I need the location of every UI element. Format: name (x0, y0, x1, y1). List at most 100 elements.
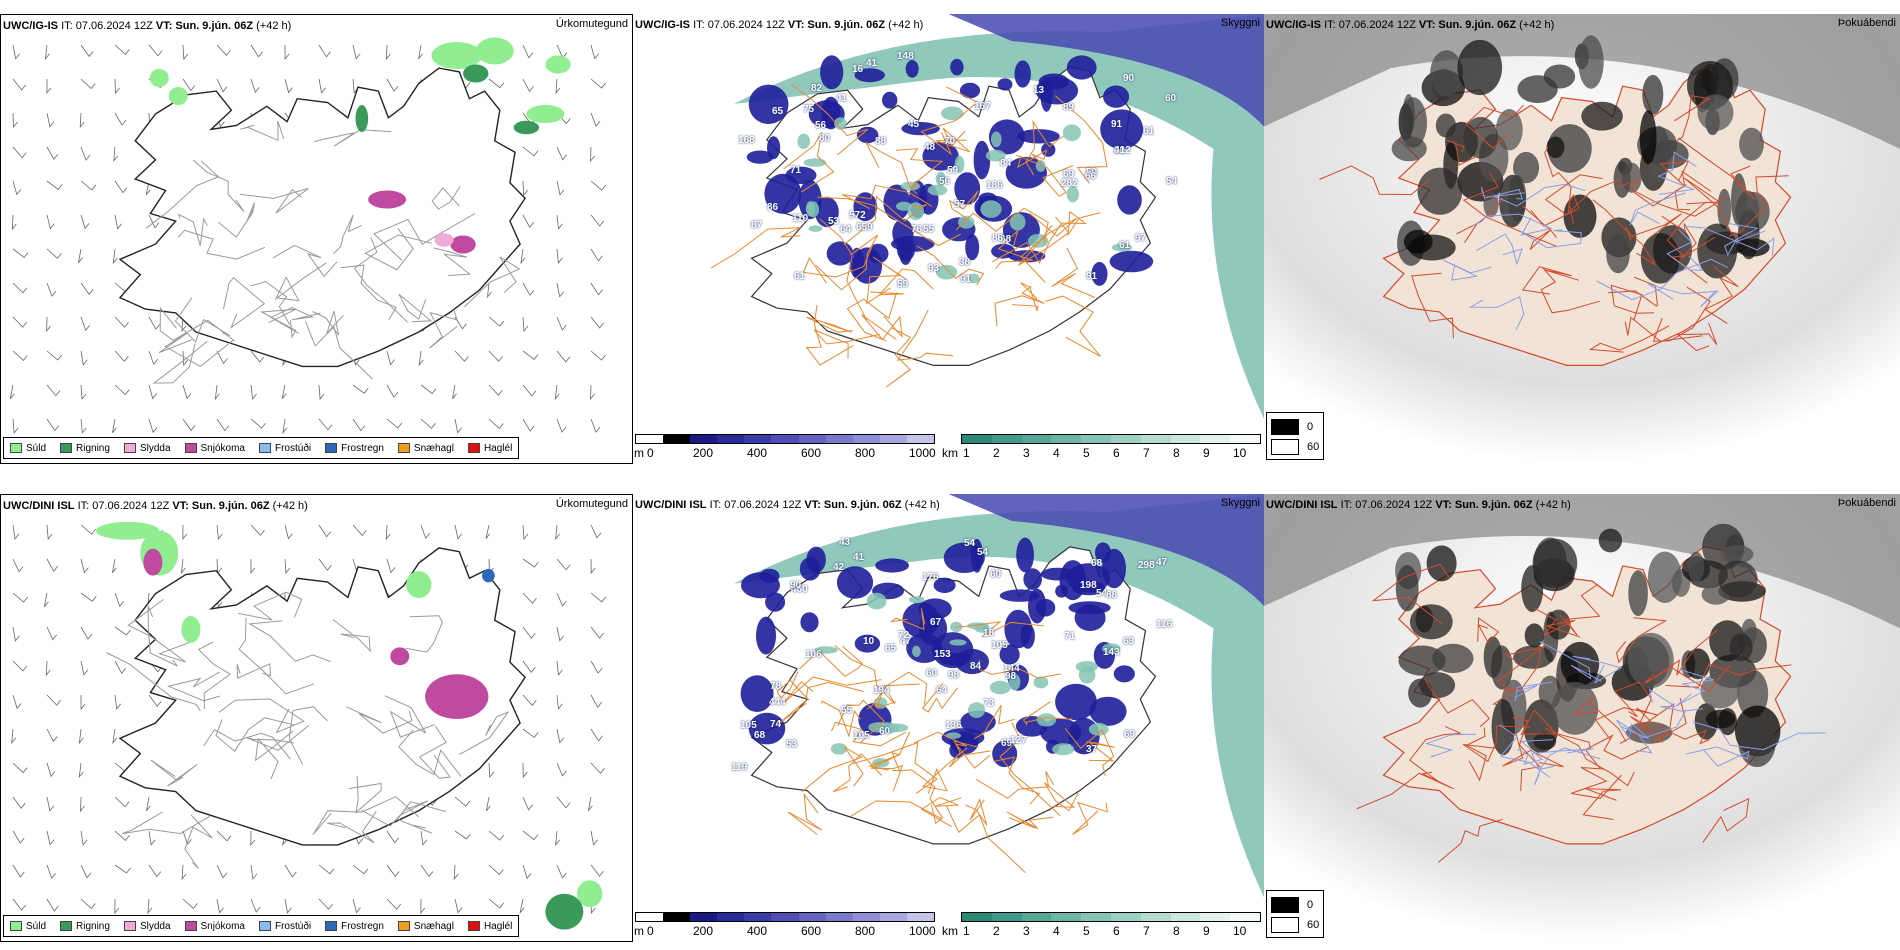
wind-barb (284, 524, 293, 540)
wind-barb (385, 44, 391, 61)
road-line (992, 223, 1062, 264)
wind-barb (46, 248, 62, 259)
cloud-base-tick: 0 (647, 446, 654, 460)
road-line (1616, 617, 1668, 664)
road-line (974, 705, 1015, 740)
wind-barb (216, 44, 231, 57)
cloud-base-cell (1089, 696, 1127, 726)
wind-barb (114, 592, 125, 608)
colorbar-step (717, 913, 745, 921)
visibility-value-label: 60 (879, 726, 891, 737)
road-line (431, 186, 461, 210)
visibility-cell (985, 149, 1006, 162)
road-line (177, 213, 208, 246)
road-line (236, 663, 272, 679)
legend-swatch (258, 443, 271, 453)
wind-barb (113, 146, 119, 163)
cloud-base-area (948, 14, 1264, 127)
visibility-value-label: 54 (1096, 588, 1108, 599)
wind-barb (590, 282, 603, 296)
wind-barb (418, 350, 424, 367)
visibility-value-label: 76 (911, 224, 923, 235)
river-line (1692, 721, 1827, 751)
road-line (821, 700, 861, 738)
road-line (1702, 797, 1750, 843)
wind-barb (556, 350, 571, 363)
wind-barb (12, 350, 28, 361)
wind-barb (454, 796, 471, 807)
visibility-value-label: 80 (819, 133, 831, 144)
wind-barb (114, 898, 120, 915)
road-line (890, 608, 926, 631)
cloud-base-cell (883, 184, 910, 221)
visibility-cell (954, 155, 965, 173)
visibility-value-label: 444 (769, 697, 786, 708)
wind-barb (318, 558, 332, 571)
visibility-panel-row1: UWC/IG-IS IT: 07.06.2024 12Z VT: Sun. 9.… (633, 14, 1264, 464)
visibility-value-label: 69 (1001, 738, 1013, 749)
legend-item: Rigning (60, 921, 110, 932)
legend-label: Snjókoma (200, 442, 245, 454)
river-line (1514, 681, 1553, 702)
wind-barb (522, 78, 534, 93)
wind-barb (522, 762, 528, 779)
wind-barb (112, 418, 117, 434)
road-line (152, 340, 208, 384)
wind-barb (284, 558, 291, 575)
road-line (332, 619, 371, 653)
wind-barb (590, 524, 602, 539)
wind-barb (590, 384, 595, 401)
river-line (1724, 223, 1766, 257)
colorbar-step (852, 435, 880, 443)
wind-barb (182, 44, 189, 61)
precip-snow-area (368, 190, 407, 209)
road-line (396, 801, 447, 834)
visibility-panel-row2: UWC/DINI ISL IT: 07.06.2024 12Z VT: Sun.… (633, 494, 1264, 942)
legend-label: Slydda (139, 920, 171, 932)
legend-label: Haglél (483, 442, 513, 454)
road-line (1044, 782, 1079, 812)
precip-light-rain-area (545, 55, 571, 74)
wind-barb (590, 660, 603, 674)
road-line (1703, 266, 1739, 324)
legend-label: Frostúði (274, 442, 312, 454)
visibility-cell (945, 732, 962, 739)
wind-barb (12, 592, 28, 603)
wind-barb (386, 830, 400, 844)
wind-barb (12, 282, 28, 294)
wind-barb (488, 384, 503, 396)
wind-barb (556, 694, 563, 710)
road-line (327, 811, 377, 844)
wind-barb (80, 796, 85, 813)
road-line (993, 756, 1041, 805)
visibility-value-label: 86 (992, 233, 1004, 244)
wind-barb (250, 830, 256, 847)
wind-barb (522, 626, 536, 639)
road-line (1446, 139, 1480, 166)
colorbar-step (1170, 435, 1201, 443)
visibility-value-label: 282 (1061, 178, 1078, 189)
cloud-base-cell (854, 68, 885, 83)
wind-barb (520, 248, 526, 265)
wind-barb (112, 728, 118, 745)
wind-barb (80, 350, 88, 366)
fog-index-cell (1685, 648, 1711, 680)
colorbar-step (1051, 435, 1082, 443)
wind-barb (148, 44, 163, 57)
road-line (305, 321, 374, 380)
road-line (802, 241, 875, 284)
road-line (949, 190, 979, 221)
wind-barb (216, 558, 222, 575)
legend-label: Slydda (139, 442, 171, 454)
wind-barb (114, 660, 127, 675)
precip-light-rain-area (95, 521, 160, 540)
legend-swatch (10, 443, 22, 453)
precip-freezing-rain-area (482, 568, 495, 583)
road-line (1630, 697, 1687, 743)
cloud-base-cell (1035, 598, 1056, 617)
wind-barb (556, 248, 563, 264)
wind-barb (522, 660, 536, 673)
iceland-coastline (750, 546, 1157, 845)
road-line (373, 213, 476, 261)
wind-barb (519, 898, 525, 913)
